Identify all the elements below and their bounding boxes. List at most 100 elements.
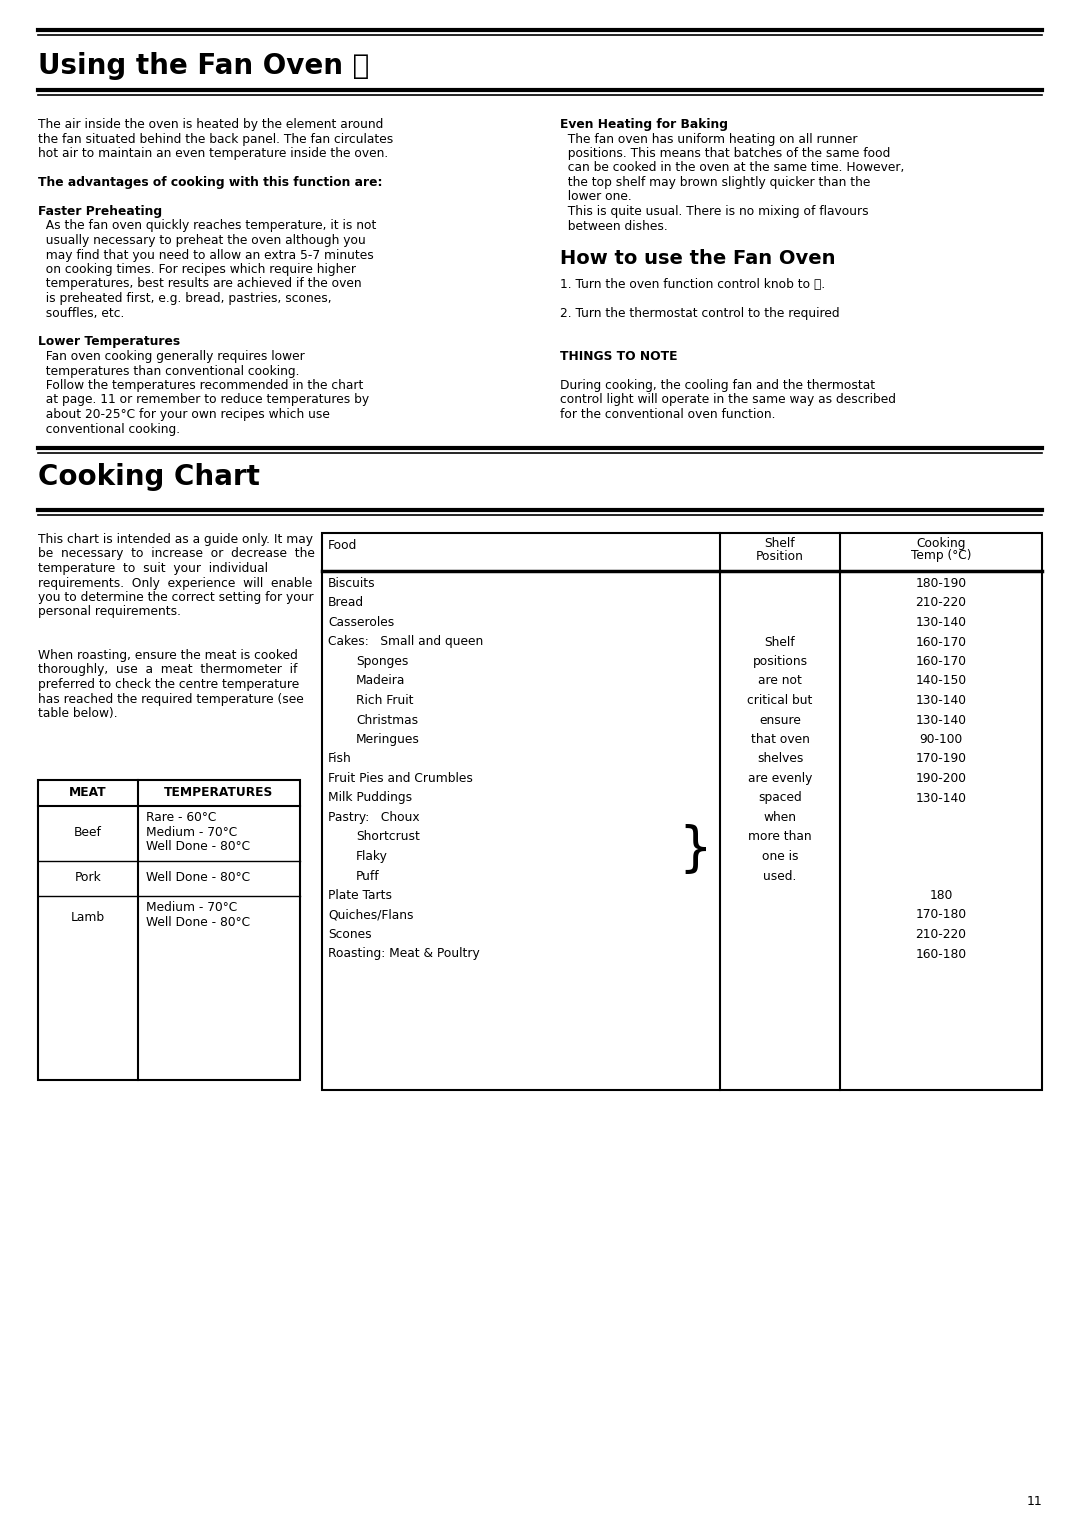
Text: more than: more than: [748, 831, 812, 843]
Text: 160-180: 160-180: [916, 947, 967, 961]
Text: 90-100: 90-100: [919, 733, 962, 746]
Text: Scones: Scones: [328, 927, 372, 941]
Text: }: }: [678, 824, 712, 876]
Text: on cooking times. For recipes which require higher: on cooking times. For recipes which requ…: [38, 263, 356, 277]
Text: Well Done - 80°C: Well Done - 80°C: [146, 871, 251, 885]
Text: usually necessary to preheat the oven although you: usually necessary to preheat the oven al…: [38, 234, 366, 248]
Text: has reached the required temperature (see: has reached the required temperature (se…: [38, 692, 303, 706]
Text: Well Done - 80°C: Well Done - 80°C: [146, 915, 251, 929]
Text: 130-140: 130-140: [916, 714, 967, 726]
Text: Roasting: Meat & Poultry: Roasting: Meat & Poultry: [328, 947, 480, 961]
Text: be  necessary  to  increase  or  decrease  the: be necessary to increase or decrease the: [38, 547, 315, 561]
Text: Madeira: Madeira: [356, 674, 405, 688]
Text: MEAT: MEAT: [69, 785, 107, 799]
Text: is preheated first, e.g. bread, pastries, scones,: is preheated first, e.g. bread, pastries…: [38, 292, 332, 306]
Text: Milk Puddings: Milk Puddings: [328, 792, 413, 805]
Text: 180-190: 180-190: [916, 578, 967, 590]
Text: The fan oven has uniform heating on all runner: The fan oven has uniform heating on all …: [561, 133, 858, 145]
Text: Position: Position: [756, 550, 804, 562]
Text: 210-220: 210-220: [916, 927, 967, 941]
Text: souffles, etc.: souffles, etc.: [38, 307, 124, 319]
Text: Shelf: Shelf: [765, 636, 795, 648]
Text: 170-190: 170-190: [916, 752, 967, 766]
Text: Beef: Beef: [75, 827, 102, 839]
Text: critical but: critical but: [747, 694, 812, 707]
Text: requirements.  Only  experience  will  enable: requirements. Only experience will enabl…: [38, 576, 312, 590]
Text: Cakes:   Small and queen: Cakes: Small and queen: [328, 636, 483, 648]
Text: at page. 11 or remember to reduce temperatures by: at page. 11 or remember to reduce temper…: [38, 394, 369, 406]
Text: Bread: Bread: [328, 596, 364, 610]
Text: Even Heating for Baking: Even Heating for Baking: [561, 118, 728, 131]
Text: about 20-25°C for your own recipes which use: about 20-25°C for your own recipes which…: [38, 408, 329, 422]
Text: when: when: [764, 811, 797, 824]
Text: How to use the Fan Oven: How to use the Fan Oven: [561, 249, 836, 267]
Text: Medium - 70°C: Medium - 70°C: [146, 902, 238, 914]
Text: Shortcrust: Shortcrust: [356, 831, 420, 843]
Text: As the fan oven quickly reaches temperature, it is not: As the fan oven quickly reaches temperat…: [38, 220, 376, 232]
Text: Plate Tarts: Plate Tarts: [328, 889, 392, 902]
Text: 1. Turn the oven function control knob to ⒨.: 1. Turn the oven function control knob t…: [561, 278, 825, 290]
Text: that oven: that oven: [751, 733, 809, 746]
Text: When roasting, ensure the meat is cooked: When roasting, ensure the meat is cooked: [38, 649, 298, 662]
Text: are evenly: are evenly: [747, 772, 812, 785]
Text: 130-140: 130-140: [916, 616, 967, 630]
Text: temperature  to  suit  your  individual: temperature to suit your individual: [38, 562, 268, 575]
Text: This is quite usual. There is no mixing of flavours: This is quite usual. There is no mixing …: [561, 205, 868, 219]
Text: Fish: Fish: [328, 752, 352, 766]
Text: may find that you need to allow an extra 5-7 minutes: may find that you need to allow an extra…: [38, 249, 374, 261]
Text: Faster Preheating: Faster Preheating: [38, 205, 162, 219]
Text: 140-150: 140-150: [916, 674, 967, 688]
Text: 190-200: 190-200: [916, 772, 967, 785]
Text: Casseroles: Casseroles: [328, 616, 394, 630]
Text: 160-170: 160-170: [916, 636, 967, 648]
Text: thoroughly,  use  a  meat  thermometer  if: thoroughly, use a meat thermometer if: [38, 663, 297, 677]
Text: Rich Fruit: Rich Fruit: [356, 694, 414, 707]
Text: Using the Fan Oven ⒨: Using the Fan Oven ⒨: [38, 52, 369, 79]
Text: are not: are not: [758, 674, 802, 688]
Text: 160-170: 160-170: [916, 656, 967, 668]
Text: temperatures than conventional cooking.: temperatures than conventional cooking.: [38, 365, 299, 377]
Text: for the conventional oven function.: for the conventional oven function.: [561, 408, 775, 422]
Text: temperatures, best results are achieved if the oven: temperatures, best results are achieved …: [38, 278, 362, 290]
Text: between dishes.: between dishes.: [561, 220, 667, 232]
Text: Medium - 70°C: Medium - 70°C: [146, 825, 238, 839]
Text: control light will operate in the same way as described: control light will operate in the same w…: [561, 394, 896, 406]
Text: 180: 180: [929, 889, 953, 902]
Text: THINGS TO NOTE: THINGS TO NOTE: [561, 350, 677, 364]
Text: Meringues: Meringues: [356, 733, 420, 746]
Text: 210-220: 210-220: [916, 596, 967, 610]
Text: you to determine the correct setting for your: you to determine the correct setting for…: [38, 591, 313, 604]
Text: Cooking Chart: Cooking Chart: [38, 463, 260, 490]
Text: Pastry:   Choux: Pastry: Choux: [328, 811, 420, 824]
Bar: [38, 779, 300, 1080]
Text: lower one.: lower one.: [561, 191, 632, 203]
Text: spaced: spaced: [758, 792, 801, 805]
Text: preferred to check the centre temperature: preferred to check the centre temperatur…: [38, 678, 299, 691]
Text: one is: one is: [761, 850, 798, 863]
Text: 2. Turn the thermostat control to the required: 2. Turn the thermostat control to the re…: [561, 307, 839, 319]
Text: Quiches/Flans: Quiches/Flans: [328, 909, 414, 921]
Text: 11: 11: [1026, 1494, 1042, 1508]
Text: Pork: Pork: [75, 871, 102, 885]
Text: Lamb: Lamb: [71, 911, 105, 924]
Text: Puff: Puff: [356, 869, 380, 883]
Text: Flaky: Flaky: [356, 850, 388, 863]
Text: Rare - 60°C: Rare - 60°C: [146, 811, 216, 824]
Text: 130-140: 130-140: [916, 792, 967, 805]
Text: Temp (°C): Temp (°C): [910, 550, 971, 562]
Text: used.: used.: [764, 869, 797, 883]
Text: TEMPERATURES: TEMPERATURES: [164, 785, 273, 799]
Text: the top shelf may brown slightly quicker than the: the top shelf may brown slightly quicker…: [561, 176, 870, 189]
Bar: [322, 533, 1042, 1089]
Text: The advantages of cooking with this function are:: The advantages of cooking with this func…: [38, 176, 382, 189]
Text: Christmas: Christmas: [356, 714, 418, 726]
Text: 130-140: 130-140: [916, 694, 967, 707]
Text: Fan oven cooking generally requires lower: Fan oven cooking generally requires lowe…: [38, 350, 305, 364]
Text: can be cooked in the oven at the same time. However,: can be cooked in the oven at the same ti…: [561, 162, 904, 174]
Text: hot air to maintain an even temperature inside the oven.: hot air to maintain an even temperature …: [38, 147, 388, 160]
Text: Sponges: Sponges: [356, 656, 408, 668]
Text: positions: positions: [753, 656, 808, 668]
Text: Shelf: Shelf: [765, 536, 795, 550]
Text: ensure: ensure: [759, 714, 801, 726]
Text: Well Done - 80°C: Well Done - 80°C: [146, 840, 251, 853]
